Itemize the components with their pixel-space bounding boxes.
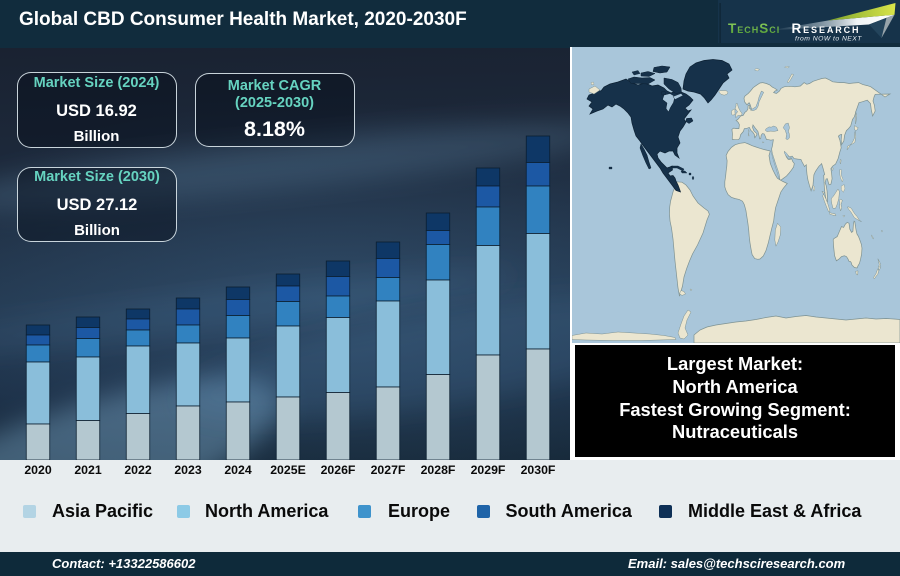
svg-text:from NOW to NEXT: from NOW to NEXT [795, 36, 862, 43]
svg-text:TechSci: TechSci [728, 21, 780, 36]
svg-text:Research: Research [792, 21, 861, 36]
